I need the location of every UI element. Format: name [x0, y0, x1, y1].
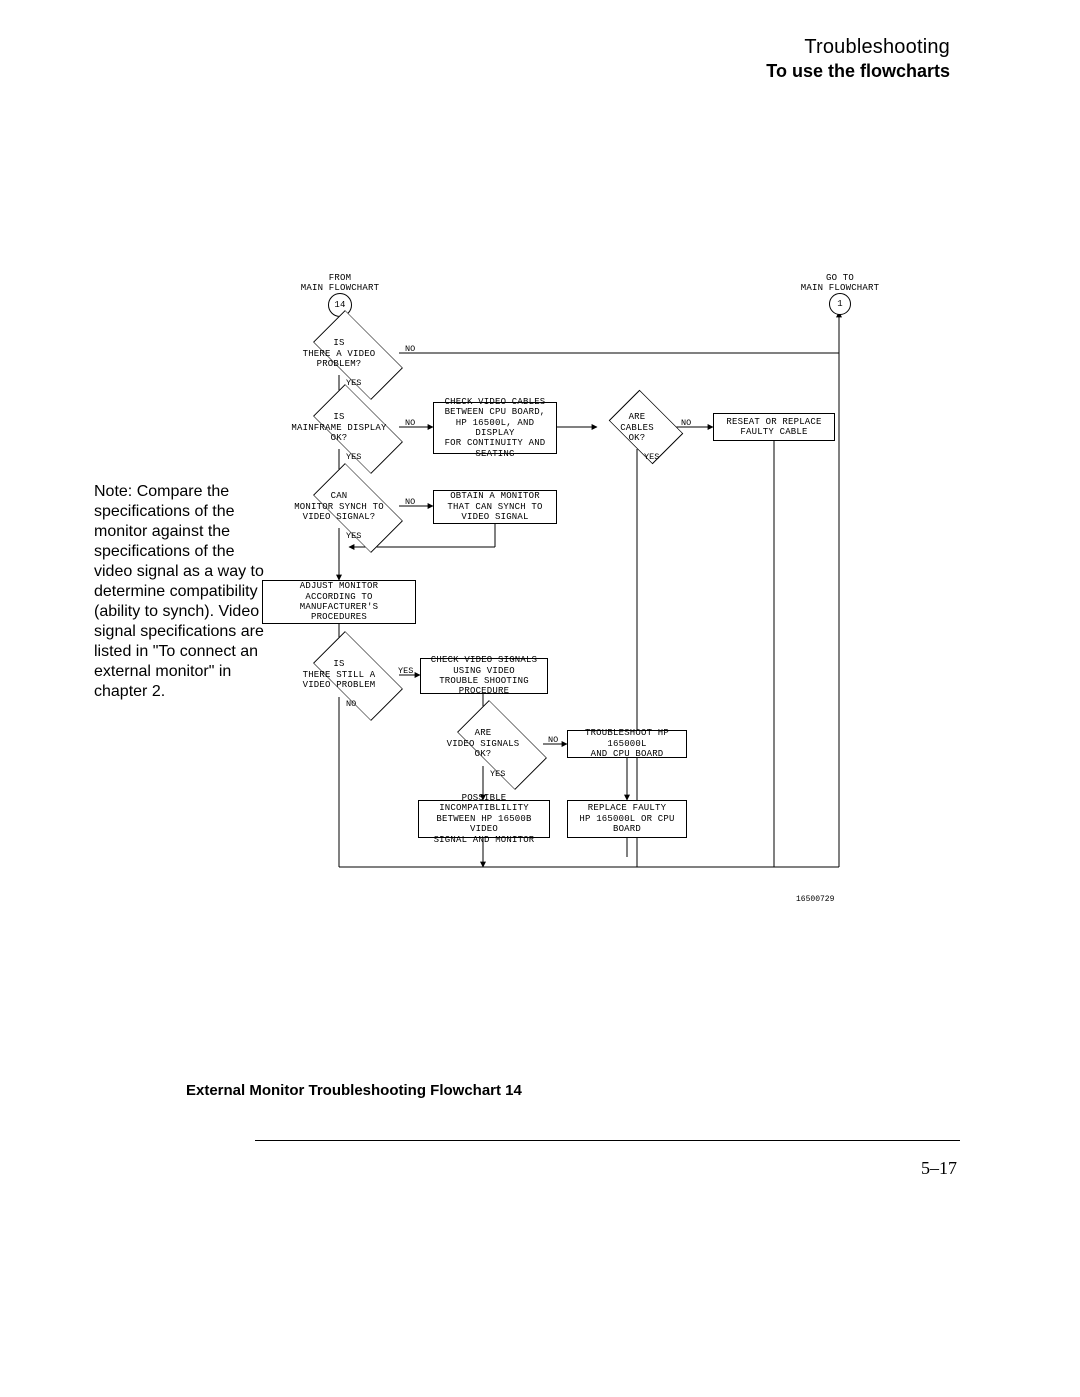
d4-no: NO — [405, 497, 415, 507]
process-replace-board: REPLACE FAULTYHP 165000L OR CPUBOARD — [567, 800, 687, 838]
decision-still-problem-label: ISTHERE STILL AVIDEO PROBLEM — [279, 653, 399, 697]
d2-yes: YES — [346, 452, 361, 462]
decision-still-problem: ISTHERE STILL AVIDEO PROBLEM — [279, 653, 399, 697]
d3-no: NO — [681, 418, 691, 428]
decision-mainframe-display: ISMAINFRAME DISPLAYOK? — [279, 406, 399, 450]
process-troubleshoot: TROUBLESHOOT HP 165000LAND CPU BOARD — [567, 730, 687, 758]
process-check-cables: CHECK VIDEO CABLESBETWEEN CPU BOARD,HP 1… — [433, 402, 557, 454]
decision-video-problem: ISTHERE A VIDEOPROBLEM? — [279, 332, 399, 376]
decision-signals-ok: AREVIDEO SIGNALSOK? — [423, 722, 543, 766]
entry-from-number: 14 — [334, 300, 345, 310]
decision-signals-ok-label: AREVIDEO SIGNALSOK? — [423, 722, 543, 766]
d6-yes: YES — [490, 769, 505, 779]
d6-no: NO — [548, 735, 558, 745]
d5-yes: YES — [398, 666, 413, 676]
d2-no: NO — [405, 418, 415, 428]
d4-yes: YES — [346, 531, 361, 541]
entry-to-number: 1 — [837, 299, 843, 309]
page: Troubleshooting To use the flowcharts No… — [0, 0, 1080, 1397]
decision-cables-ok: ARECABLESOK? — [597, 406, 677, 450]
process-obtain-monitor: OBTAIN A MONITORTHAT CAN SYNCH TOVIDEO S… — [433, 490, 557, 524]
decision-monitor-synch: CANMONITOR SYNCH TOVIDEO SIGNAL? — [279, 485, 399, 529]
process-incompatibility: POSSIBLE INCOMPATIBLILITYBETWEEN HP 1650… — [418, 800, 550, 838]
decision-monitor-synch-label: CANMONITOR SYNCH TOVIDEO SIGNAL? — [279, 485, 399, 529]
decision-cables-ok-label: ARECABLESOK? — [597, 406, 677, 450]
decision-video-problem-label: ISTHERE A VIDEOPROBLEM? — [279, 332, 399, 376]
d5-no: NO — [346, 699, 356, 709]
flow-lines — [0, 0, 1080, 1397]
entry-to-circle: 1 — [829, 293, 851, 315]
process-check-signals: CHECK VIDEO SIGNALSUSING VIDEOTROUBLE SH… — [420, 658, 548, 694]
process-reseat-cable: RESEAT OR REPLACEFAULTY CABLE — [713, 413, 835, 441]
d1-no: NO — [405, 344, 415, 354]
process-adjust-monitor: ADJUST MONITORACCORDING TO MANUFACTURER'… — [262, 580, 416, 624]
d3-yes: YES — [644, 452, 659, 462]
decision-mainframe-display-label: ISMAINFRAME DISPLAYOK? — [279, 406, 399, 450]
